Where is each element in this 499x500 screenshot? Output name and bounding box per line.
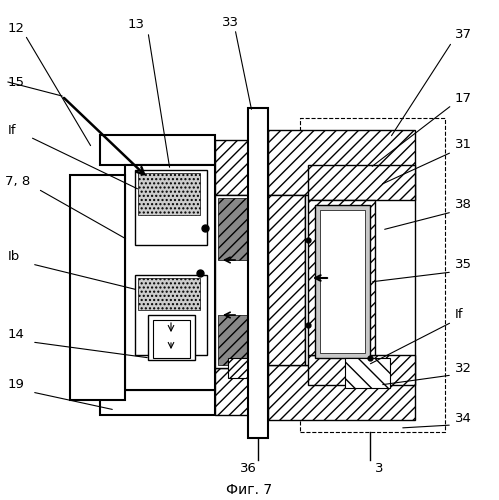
Text: 13: 13 xyxy=(128,18,145,32)
Bar xyxy=(138,278,200,310)
Bar xyxy=(308,200,375,355)
Text: 33: 33 xyxy=(222,16,239,28)
Bar xyxy=(308,355,415,385)
Bar xyxy=(218,315,247,365)
Text: 35: 35 xyxy=(455,258,472,272)
Text: 7, 8: 7, 8 xyxy=(5,176,30,188)
Bar xyxy=(315,205,370,358)
Text: 3: 3 xyxy=(375,462,384,474)
Bar xyxy=(300,118,445,432)
Bar xyxy=(215,140,250,195)
Text: Ib: Ib xyxy=(8,250,20,264)
Text: 15: 15 xyxy=(8,76,25,88)
Bar xyxy=(248,108,268,438)
Bar xyxy=(100,135,215,165)
Text: 14: 14 xyxy=(8,328,25,342)
Bar xyxy=(268,195,305,365)
Bar xyxy=(135,170,207,245)
Text: If: If xyxy=(8,124,16,136)
Bar xyxy=(100,390,215,415)
Bar xyxy=(218,198,247,260)
Text: 32: 32 xyxy=(455,362,472,374)
Bar xyxy=(268,365,415,420)
Bar xyxy=(345,358,390,388)
Bar xyxy=(135,275,207,355)
Text: 38: 38 xyxy=(455,198,472,211)
Bar xyxy=(228,358,248,378)
Bar xyxy=(148,315,195,360)
Bar xyxy=(153,320,190,358)
Bar xyxy=(305,195,415,365)
Bar xyxy=(70,175,125,400)
Bar xyxy=(268,130,415,195)
Text: 36: 36 xyxy=(240,462,256,474)
Bar xyxy=(308,165,415,200)
Text: If: If xyxy=(455,308,464,322)
Bar xyxy=(215,368,250,415)
Text: Фиг. 7: Фиг. 7 xyxy=(226,483,272,497)
Bar xyxy=(215,195,250,368)
Text: 37: 37 xyxy=(455,28,472,42)
Text: 19: 19 xyxy=(8,378,25,392)
Bar xyxy=(125,165,215,390)
Text: 31: 31 xyxy=(455,138,472,151)
Text: 34: 34 xyxy=(455,412,472,424)
Text: 17: 17 xyxy=(455,92,472,104)
Bar xyxy=(138,173,200,215)
Bar xyxy=(320,210,365,353)
Text: 12: 12 xyxy=(8,22,25,35)
